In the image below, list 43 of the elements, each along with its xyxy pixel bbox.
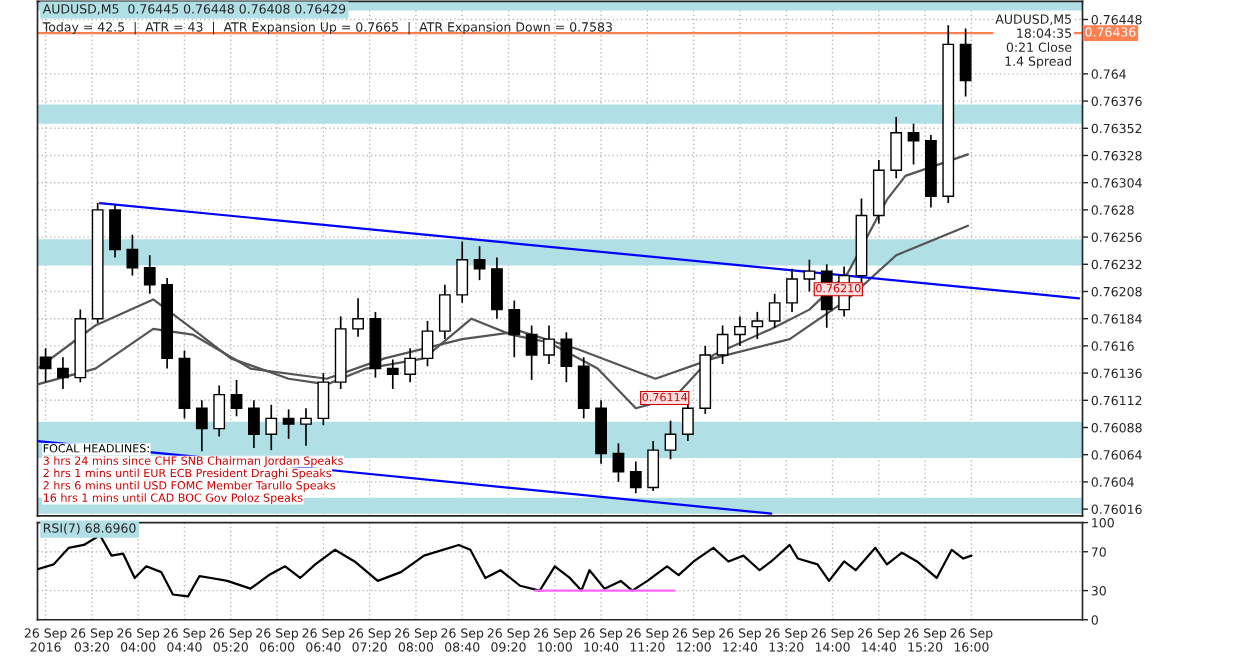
- candlestick: [352, 297, 364, 338]
- candlestick: [751, 311, 764, 340]
- candlestick: [143, 254, 156, 295]
- candlestick: [734, 315, 746, 347]
- candlestick: [230, 379, 243, 417]
- candlestick: [438, 283, 451, 340]
- candlestick: [265, 403, 278, 451]
- candlestick: [508, 299, 521, 359]
- candlestick: [681, 399, 694, 442]
- candlestick: [647, 440, 660, 492]
- candlestick: [473, 245, 486, 281]
- candlestick: [716, 324, 729, 365]
- candlestick: [456, 240, 469, 304]
- candlestick: [577, 356, 590, 420]
- candlestick: [195, 399, 208, 453]
- candlestick: [629, 460, 642, 495]
- candlestick: [421, 320, 434, 368]
- candlestick: [282, 408, 295, 440]
- candlestick: [959, 27, 972, 98]
- candlestick: [213, 384, 226, 438]
- candlestick: [543, 324, 555, 365]
- candlestick: [786, 267, 798, 313]
- candlestick: [525, 324, 538, 381]
- candlestick: [404, 347, 417, 383]
- candlestick: [612, 442, 625, 483]
- candlestick: [300, 407, 312, 447]
- candlestick: [126, 233, 139, 277]
- candlestick: [491, 256, 503, 320]
- candlestick: [39, 347, 52, 383]
- candlestick: [386, 358, 399, 390]
- candlestick: [57, 356, 69, 390]
- candlestick: [109, 204, 121, 259]
- candlestick: [595, 399, 607, 465]
- candlestick: [317, 372, 330, 427]
- candlestick: [248, 399, 260, 449]
- candlestick: [803, 258, 816, 293]
- candlestick: [664, 419, 677, 461]
- line-series: [37, 534, 973, 598]
- candlestick: [560, 331, 573, 383]
- candlestick: [768, 292, 781, 329]
- candlestick: [907, 122, 920, 166]
- candlestick: [872, 159, 885, 225]
- candlestick: [890, 116, 903, 179]
